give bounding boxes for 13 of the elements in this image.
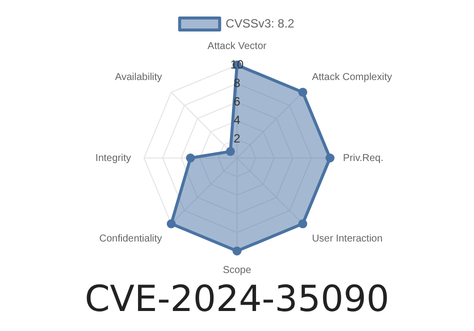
y-tick-label: 6 [234, 94, 241, 109]
y-tick-label: 2 [234, 132, 241, 146]
spoke-label: Priv.Req. [343, 152, 384, 164]
spoke-label: Scope [222, 264, 252, 276]
spoke-label: Confidentiality [99, 234, 162, 245]
spoke-label: User Interaction [312, 234, 383, 245]
spoke-label: Integrity [95, 152, 131, 164]
spoke-label: Attack Complexity [312, 72, 392, 83]
spoke-label: Attack Vector [208, 40, 268, 52]
y-tick-label: 8 [234, 76, 241, 90]
legend-label: CVSSv3: 8.2 [226, 16, 295, 30]
spoke-label: Availability [114, 72, 162, 83]
text: CVE-2024-35090 [84, 278, 390, 320]
